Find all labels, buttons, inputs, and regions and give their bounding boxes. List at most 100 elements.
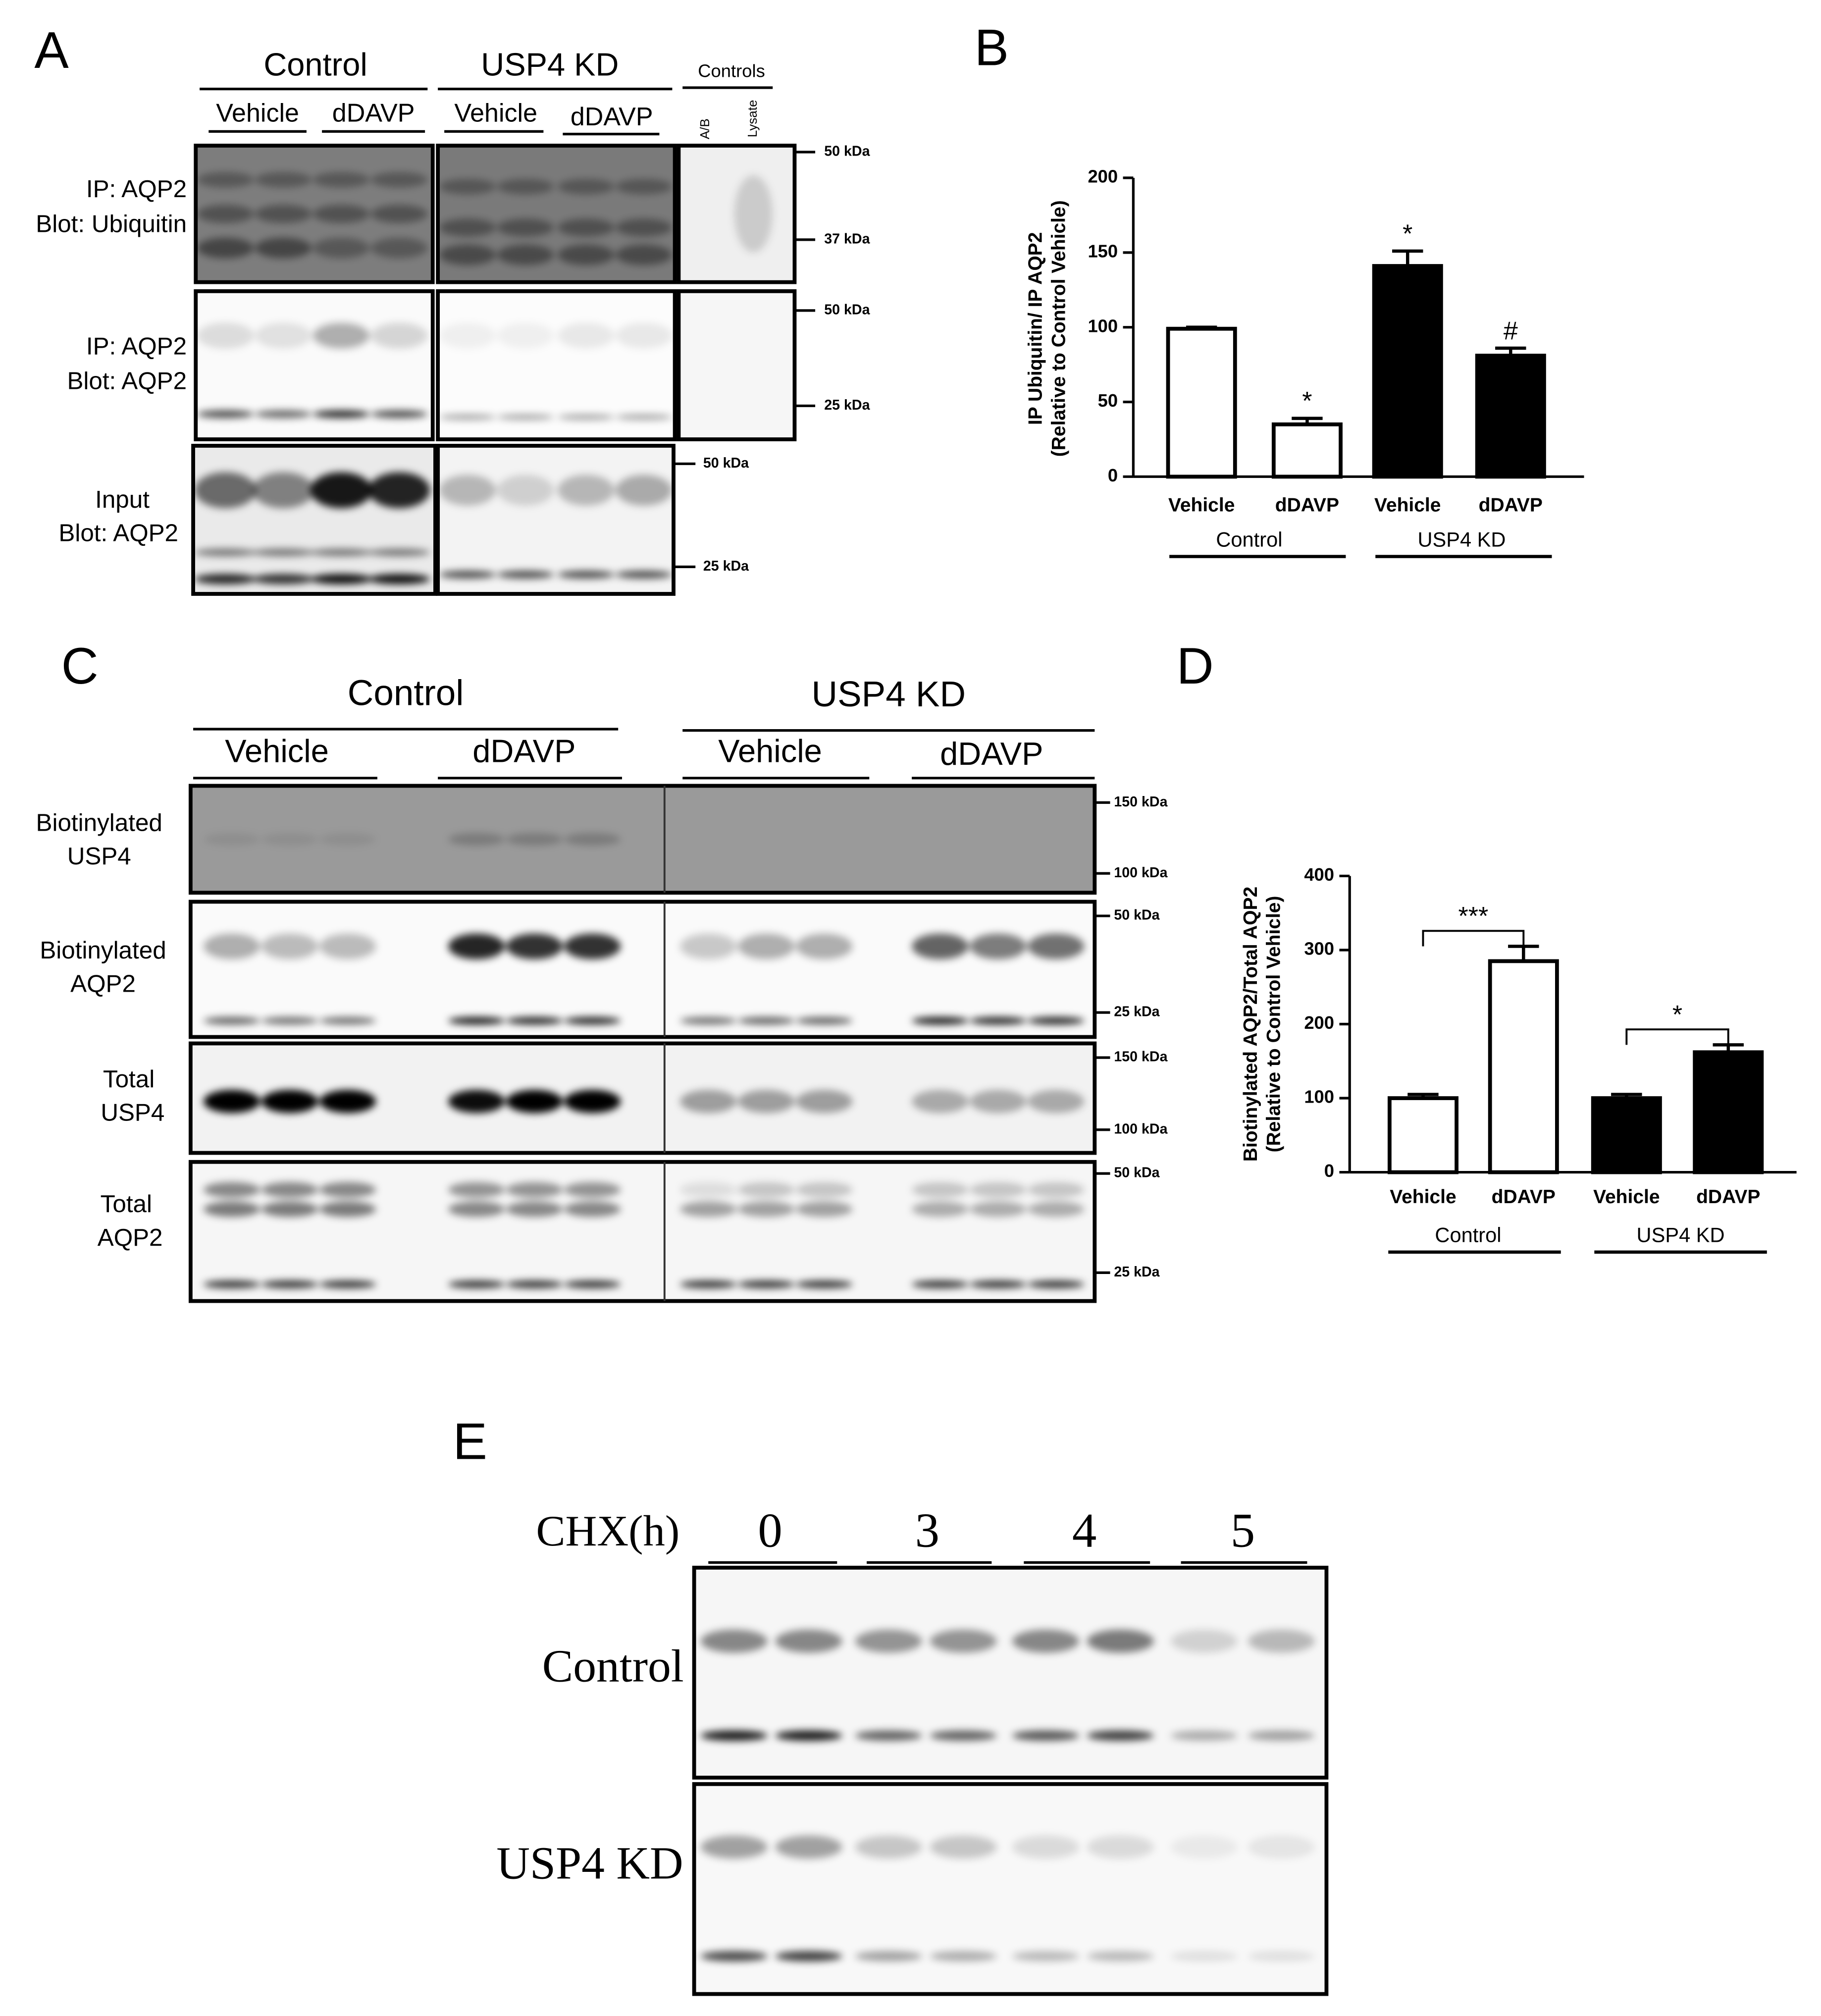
band	[680, 1016, 737, 1025]
band	[252, 574, 314, 584]
marker-label: 37 kDa	[824, 231, 870, 247]
marker-label: 50 kDa	[824, 144, 870, 159]
band	[197, 237, 254, 259]
blot-border	[188, 1041, 1097, 1155]
error-bar	[1186, 325, 1217, 329]
band	[439, 322, 496, 349]
significance-bracket	[1422, 930, 1525, 947]
blot	[188, 1160, 1097, 1303]
blot	[436, 289, 677, 441]
band	[970, 1016, 1027, 1025]
band	[497, 414, 554, 420]
band	[255, 237, 312, 259]
y-tick-label: 200	[1088, 166, 1118, 187]
band	[439, 475, 496, 506]
blot-border	[436, 444, 676, 596]
band	[1087, 1730, 1154, 1741]
band	[368, 472, 430, 509]
band	[912, 1090, 969, 1114]
band	[734, 175, 773, 253]
band	[312, 237, 370, 259]
band	[616, 244, 673, 265]
blot-border	[692, 1782, 1329, 1996]
band	[738, 933, 795, 959]
band	[497, 322, 554, 349]
marker-label: 50 kDa	[703, 455, 749, 471]
band	[497, 179, 554, 195]
band	[448, 1090, 505, 1114]
panel-label: C	[61, 637, 99, 695]
y-tick-label: 0	[1108, 465, 1118, 485]
band	[738, 1201, 795, 1217]
band	[194, 472, 257, 509]
panel-label: B	[975, 19, 1009, 77]
band	[439, 218, 496, 237]
band	[557, 414, 615, 420]
blot-border	[188, 1160, 1097, 1303]
band	[261, 1280, 318, 1288]
band	[616, 571, 673, 579]
y-tick-label: 50	[1098, 390, 1118, 411]
error-bar	[1292, 417, 1323, 424]
bands	[197, 172, 428, 259]
band	[1170, 1835, 1238, 1859]
bands	[700, 1835, 1315, 1962]
band	[1028, 1280, 1085, 1288]
band	[255, 172, 312, 188]
band	[738, 1182, 795, 1198]
band	[1248, 1730, 1315, 1741]
significance-label: ***	[1458, 902, 1489, 931]
band	[368, 548, 430, 557]
band	[855, 1951, 922, 1962]
band	[312, 410, 370, 418]
treatment-label: dDAVP	[940, 736, 1043, 772]
band	[448, 1280, 505, 1288]
row-label: Biotinylated	[40, 937, 166, 964]
band	[680, 1090, 737, 1114]
timepoint-label: 5	[1231, 1504, 1255, 1558]
band	[912, 1016, 969, 1025]
band	[557, 244, 615, 265]
error-bar	[1495, 346, 1526, 356]
band	[930, 1730, 997, 1741]
marker-label: 50 kDa	[1114, 1165, 1160, 1181]
treatment-label: Vehicle	[225, 733, 329, 769]
band	[738, 1016, 795, 1025]
band	[616, 322, 673, 349]
band	[557, 218, 615, 237]
row-label: Biotinylated	[36, 809, 162, 836]
band	[1087, 1629, 1154, 1653]
band	[1028, 1016, 1085, 1025]
y-axis-label: Biotinylated AQP2/Total AQP2	[1240, 887, 1261, 1162]
band	[310, 548, 372, 557]
error-bar	[1407, 1093, 1439, 1099]
band	[319, 1016, 376, 1025]
error-bar	[1508, 945, 1539, 961]
band	[796, 1182, 853, 1198]
band	[855, 1835, 922, 1859]
band	[970, 1201, 1027, 1217]
band	[775, 1835, 842, 1859]
band	[261, 1182, 318, 1198]
band	[370, 205, 428, 223]
blot-bg	[694, 1784, 1327, 1994]
x-tick-label: dDAVP	[1479, 494, 1543, 516]
bands	[734, 175, 773, 253]
marker-label: 100 kDa	[1114, 1121, 1168, 1137]
band	[1028, 1090, 1085, 1114]
band	[261, 1201, 318, 1217]
row-label: USP4 KD	[496, 1838, 683, 1889]
band	[370, 237, 428, 259]
band	[370, 172, 428, 188]
bands	[203, 1182, 1085, 1288]
band	[197, 172, 254, 188]
marker-label: 50 kDa	[824, 302, 870, 318]
blot-bg	[193, 445, 435, 594]
band	[1028, 1201, 1085, 1217]
band	[197, 322, 254, 349]
band	[855, 1730, 922, 1741]
band	[912, 1201, 969, 1217]
blot	[436, 144, 677, 284]
y-tick-label: 0	[1324, 1161, 1334, 1181]
